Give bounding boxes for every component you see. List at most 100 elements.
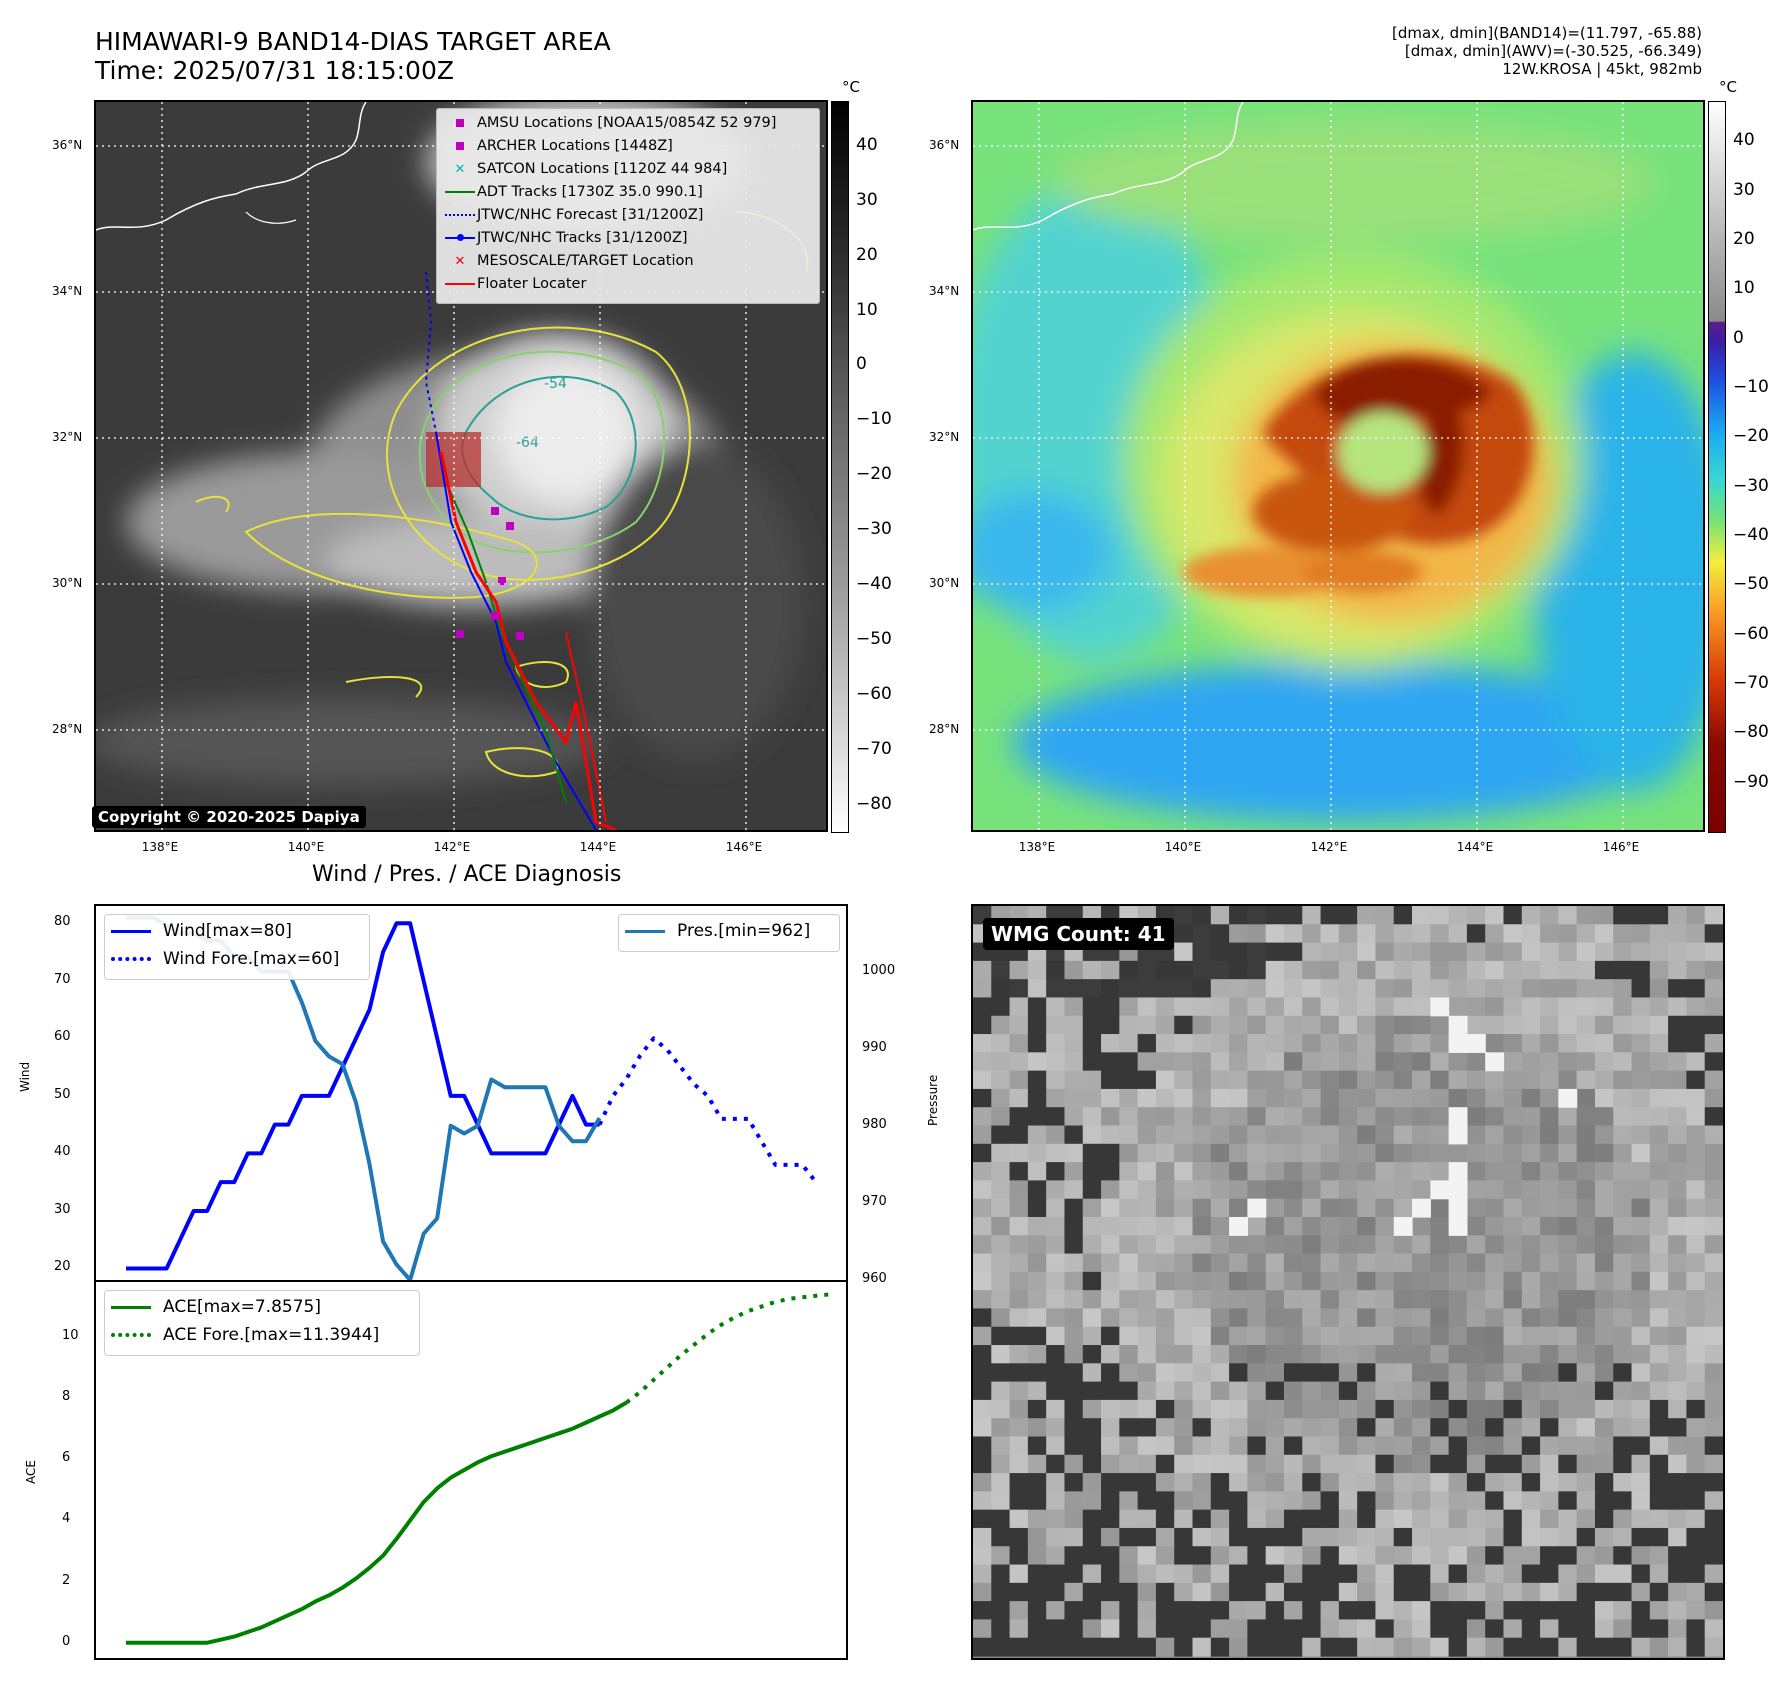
storm-info: [dmax, dmin](BAND14)=(11.797, -65.88) [d… [1392,24,1702,78]
line-marker-icon [111,929,151,933]
legend-item-wind-forecast: Wind Fore.[max=60] [111,949,339,969]
adt-track [445,481,567,803]
map-gridlines [973,102,1703,830]
colorbar-tick: −60 [1733,623,1769,644]
y-tick-label: 70 [54,971,71,987]
legend-item-satcon: ✕ SATCON Locations [1120Z 44 984] [443,159,728,179]
colorbar-tick: 0 [1733,327,1744,348]
lat-label: 32°N [52,430,83,444]
colorbar-tick: 0 [856,354,867,375]
wmg-pixel-image [973,906,1723,1657]
legend-item-adt: ADT Tracks [1730Z 35.0 990.1] [443,182,703,202]
coastline [973,102,1244,231]
lon-label: 138°E [1018,840,1056,854]
y-tick-label: 40 [54,1144,71,1160]
ace-svg [126,1292,830,1645]
lon-label: 144°E [1456,840,1494,854]
colorbar-tick: −40 [856,574,892,594]
legend-item-ace-forecast: ACE Fore.[max=11.3944] [111,1325,379,1345]
dotted-line-icon [445,214,475,216]
colorbar-tick: −20 [856,464,892,485]
y-tick-label-right: 1000 [862,962,896,978]
series-line-1 [597,1036,818,1184]
contour-label-2: -64 [516,435,539,451]
lon-label: 146°E [725,840,763,854]
lat-label: 30°N [929,576,960,590]
line-dot-icon [445,234,475,241]
colorbar-tick: 40 [856,134,878,155]
lat-label: 28°N [929,722,960,736]
lon-label: 144°E [579,840,617,854]
info-line-3: 12W.KROSA | 45kt, 982mb [1502,60,1702,78]
enhanced-map-svg [973,102,1703,830]
color-colorbar-unit: °C [1719,78,1737,96]
lon-label: 140°E [1164,840,1202,854]
y-tick-label: 0 [62,1633,71,1649]
lon-label: 138°E [141,840,179,854]
dotted-line-icon [111,957,151,961]
colorbar-tick: −50 [1733,574,1769,595]
figure-title: HIMAWARI-9 BAND14-DIAS TARGET AREA Time:… [95,27,611,85]
ace-chart: ACE[max=7.8575] ACE Fore.[max=11.3944] [94,1280,848,1660]
square-marker-icon [456,142,464,150]
colorbar-tick: 20 [1733,229,1755,250]
series-line-0 [126,921,600,1271]
ace-series-line-1 [625,1292,830,1405]
lat-label: 32°N [929,430,960,444]
square-marker-icon [456,119,464,127]
y-tick-label: 60 [54,1029,71,1045]
wind-legend: Wind[max=80] Wind Fore.[max=60] [104,914,370,980]
lat-label: 34°N [929,284,960,298]
colorbar-tick: −70 [1733,673,1769,694]
colorbar-tick: −40 [1733,525,1769,546]
y-tick-label: 6 [62,1450,71,1466]
colorbar-tick: 30 [856,189,878,210]
legend-item-pressure: Pres.[min=962] [625,921,810,941]
jtwc-forecast-track [424,271,437,433]
y-tick-label-right: 990 [862,1039,887,1055]
colorbar-tick: −70 [856,738,892,759]
pressure-legend: Pres.[min=962] [618,914,840,952]
title-line-1: HIMAWARI-9 BAND14-DIAS TARGET AREA [95,27,611,56]
title-line-2: Time: 2025/07/31 18:15:00Z [95,56,454,85]
enhanced-map-panel [971,100,1705,832]
copyright-badge: Copyright © 2020-2025 Dapiya [92,806,366,828]
legend-item-amsu: AMSU Locations [NOAA15/0854Z 52 979] [443,113,776,133]
y-tick-label: 8 [62,1389,71,1405]
lat-label: 28°N [52,722,83,736]
legend-item-jtwc-tracks: JTWC/NHC Tracks [31/1200Z] [443,228,688,248]
ace-legend: ACE[max=7.8575] ACE Fore.[max=11.3944] [104,1290,420,1356]
lat-label: 30°N [52,576,83,590]
y-tick-label-right: 970 [862,1193,887,1209]
amsu-locations [456,507,524,640]
y-tick-label: 50 [54,1086,71,1102]
lon-label: 140°E [287,840,325,854]
ace-axis-label: ACE [24,1460,38,1484]
line-marker-icon [445,191,475,193]
ir-map-panel: -54 -64 AMSU Locations [NOAA15/085 [94,100,828,832]
y-tick-label-right: 980 [862,1116,887,1132]
colorbar-tick: 10 [856,299,878,320]
colorbar-tick: −30 [856,519,892,540]
y-tick-label: 80 [54,914,71,930]
x-marker-icon: ✕ [454,161,466,177]
wmg-count-badge: WMG Count: 41 [983,918,1174,950]
colorbar-tick: 20 [856,244,878,265]
legend-item-wind: Wind[max=80] [111,921,292,941]
lon-label: 142°E [1310,840,1348,854]
lon-label: 142°E [433,840,471,854]
y-tick-label: 2 [62,1572,71,1588]
y-tick-label: 10 [62,1328,79,1344]
ace-series-line-0 [126,1400,628,1645]
coastline [96,102,367,231]
y-tick-label: 4 [62,1511,71,1527]
colorbar-tick: −30 [1733,475,1769,496]
colorbar-tick: −90 [1733,771,1769,792]
lat-label: 36°N [929,138,960,152]
colorbar-tick: −20 [1733,426,1769,447]
y-tick-label: 20 [54,1259,71,1275]
info-line-1: [dmax, dmin](BAND14)=(11.797, -65.88) [1391,24,1702,42]
legend-item-archer: ARCHER Locations [1448Z] [443,136,673,156]
wmg-panel [971,904,1725,1660]
colorbar-tick: −80 [1733,722,1769,743]
